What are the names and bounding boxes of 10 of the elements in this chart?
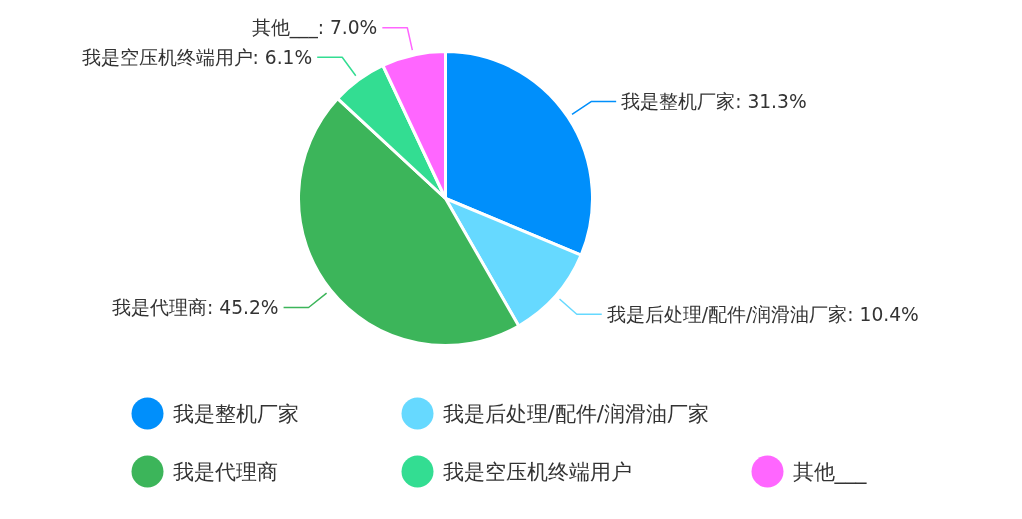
data-label: 我是空压机终端用户: 6.1%: [81, 46, 313, 68]
data-label: 其他___: 7.0%: [251, 17, 378, 40]
legend-label: 其他___: [792, 459, 867, 484]
data-label: 我是代理商: 45.2%: [112, 296, 279, 318]
legend-label: 我是代理商: [172, 459, 278, 484]
legend-label: 我是后处理/配件/润滑油厂家: [442, 401, 709, 426]
legend-label: 我是空压机终端用户: [442, 459, 632, 484]
legend-label: 我是整机厂家: [172, 401, 299, 426]
data-label: 我是后处理/配件/润滑油厂家: 10.4%: [606, 303, 919, 325]
data-label: 我是整机厂家: 31.3%: [621, 91, 807, 112]
